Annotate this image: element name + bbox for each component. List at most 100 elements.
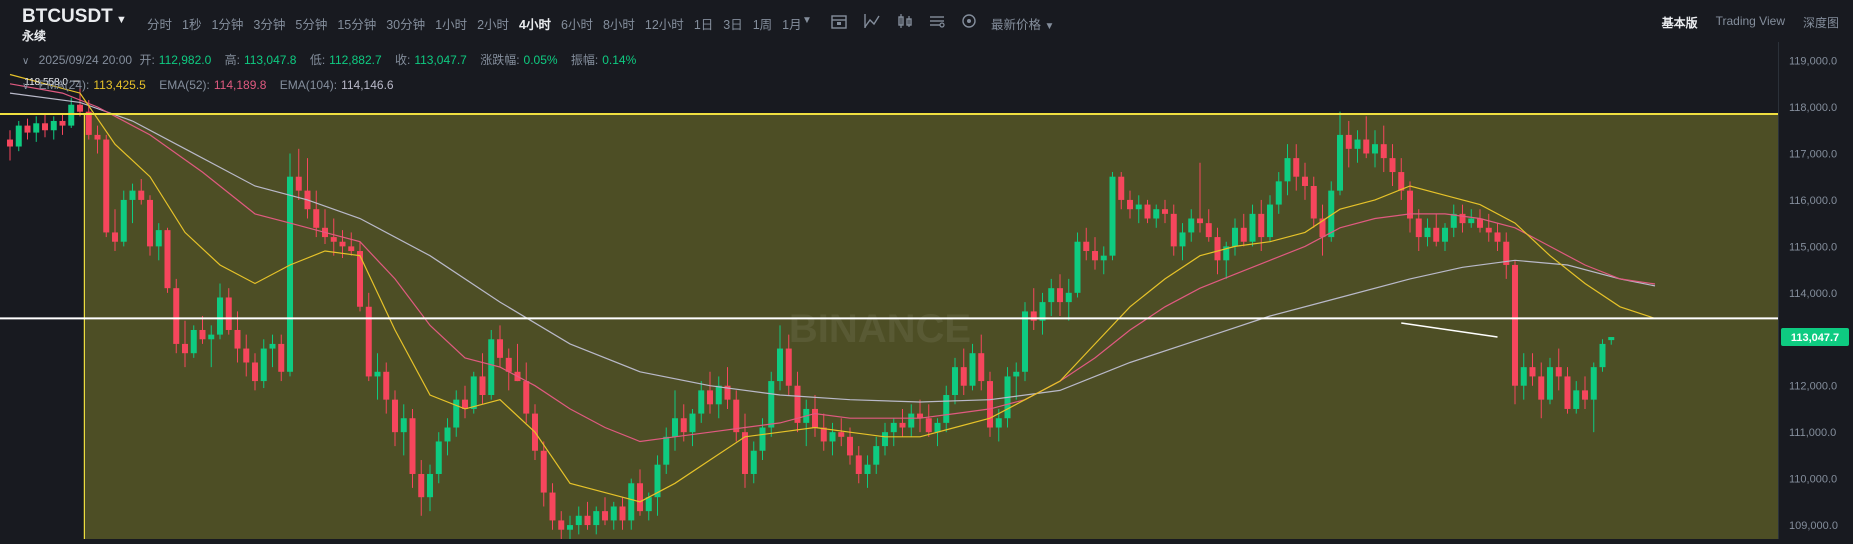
- candle: [593, 506, 600, 535]
- interval-tab[interactable]: 2小时: [477, 18, 510, 32]
- candle: [190, 325, 197, 358]
- interval-tab[interactable]: 6小时: [561, 18, 593, 32]
- view-tab[interactable]: 基本版: [1661, 16, 1698, 30]
- ema-collapse-caret-icon[interactable]: ∨: [22, 81, 30, 92]
- candle: [917, 399, 923, 433]
- candle-body: [278, 343, 285, 372]
- ohlc-legend: ∨ 2025/09/24 20:00 开: 112,982.0 高: 113,047…: [22, 51, 646, 68]
- candle-body: [488, 339, 495, 396]
- candle: [768, 371, 775, 437]
- candle: [435, 432, 442, 484]
- candle-body: [750, 450, 757, 474]
- candle-body: [173, 288, 180, 344]
- candle-body: [1249, 213, 1256, 242]
- candle-body: [987, 381, 993, 428]
- symbol-caret-icon[interactable]: ▼: [116, 14, 127, 26]
- interval-tab[interactable]: 5分钟: [295, 18, 328, 32]
- candle-body: [1013, 371, 1020, 377]
- candle-body: [689, 413, 696, 433]
- close-label: 收:: [395, 53, 411, 67]
- price-type-dropdown[interactable]: 最新价格 ▼: [991, 14, 1054, 33]
- interval-tab[interactable]: 3分钟: [253, 18, 286, 32]
- candle-body: [365, 306, 372, 377]
- candle: [208, 325, 215, 368]
- candle: [1275, 172, 1282, 214]
- candle-body: [1284, 158, 1291, 182]
- candle-body: [838, 432, 845, 437]
- candle-body: [969, 353, 976, 386]
- candle: [217, 283, 223, 340]
- collapse-caret-icon[interactable]: ∨: [22, 56, 30, 67]
- candle: [820, 413, 827, 451]
- candle-body: [715, 385, 722, 405]
- price-axis[interactable]: 119,000.0 118,000.0 117,000.0 116,000.0 115,…: [1778, 42, 1853, 539]
- candle: [707, 371, 713, 414]
- candle-body: [260, 348, 267, 382]
- candle-body: [864, 464, 871, 474]
- candle: [637, 469, 643, 516]
- interval-tab[interactable]: 4小时: [519, 18, 551, 32]
- candle: [1197, 162, 1203, 233]
- candle: [978, 334, 985, 391]
- interval-tab[interactable]: 1周: [752, 18, 773, 32]
- candle: [1240, 213, 1247, 247]
- interval-tab[interactable]: 1日: [693, 18, 714, 32]
- candle: [50, 116, 57, 140]
- candle-body: [1354, 139, 1361, 149]
- candle: [1485, 213, 1492, 242]
- interval-tab[interactable]: 1小时: [435, 18, 468, 32]
- candle: [348, 232, 355, 256]
- gear-icon[interactable]: [960, 13, 978, 29]
- interval-tab[interactable]: 1分钟: [211, 18, 244, 32]
- candle-body: [418, 473, 425, 498]
- interval-tab[interactable]: 15分钟: [337, 18, 377, 32]
- candle-body: [873, 446, 880, 465]
- candle: [785, 334, 792, 396]
- candle-style-icon[interactable]: [896, 13, 914, 29]
- settings-lines-icon[interactable]: [928, 13, 946, 29]
- candle-body: [960, 367, 967, 386]
- candle-body: [1118, 176, 1125, 200]
- candle-body: [549, 492, 556, 521]
- candle: [925, 404, 932, 437]
- candle-body: [1424, 227, 1431, 238]
- interval-tab[interactable]: 1月: [782, 18, 802, 32]
- candle: [847, 427, 853, 465]
- interval-tab[interactable]: 1秒: [182, 18, 202, 32]
- candle-body: [1144, 204, 1151, 219]
- candle: [199, 316, 206, 344]
- candle-body: [15, 125, 22, 147]
- interval-tab[interactable]: 12小时: [644, 18, 684, 32]
- symbol-name[interactable]: BTCUSDT: [22, 6, 113, 27]
- candle-body: [77, 104, 83, 112]
- interval-tab[interactable]: 分时: [147, 18, 173, 32]
- indicator-icon[interactable]: [863, 13, 881, 29]
- view-tab[interactable]: Trading View: [1715, 14, 1785, 28]
- candle-body: [602, 511, 608, 521]
- interval-tab[interactable]: 30分钟: [386, 18, 426, 32]
- chart-area[interactable]: BINANCE 118,558.0: [0, 42, 1853, 539]
- candle: [1582, 376, 1588, 409]
- view-tab[interactable]: 深度图: [1802, 16, 1839, 30]
- ema52-value: 114,189.8: [213, 78, 267, 92]
- candle: [147, 195, 153, 256]
- ema24-value: 113,425.5: [93, 78, 146, 92]
- candle: [120, 190, 127, 247]
- candle-body: [505, 357, 512, 372]
- candle: [1100, 246, 1107, 275]
- candle: [549, 483, 556, 530]
- candle: [1468, 209, 1475, 228]
- interval-tab[interactable]: 3日: [723, 18, 743, 32]
- more-intervals-caret-icon[interactable]: ▼: [802, 15, 812, 26]
- candle: [1407, 181, 1413, 233]
- candle: [610, 501, 617, 530]
- candle: [960, 348, 967, 396]
- candle: [164, 227, 171, 293]
- candle-body: [1153, 209, 1160, 219]
- interval-tab[interactable]: 8小时: [602, 18, 635, 32]
- candle: [715, 376, 722, 419]
- candle-body: [1398, 172, 1405, 191]
- calendar-icon[interactable]: [830, 13, 848, 29]
- candle: [1065, 278, 1072, 321]
- candlestick-chart[interactable]: BINANCE 118,558.0: [0, 42, 1779, 539]
